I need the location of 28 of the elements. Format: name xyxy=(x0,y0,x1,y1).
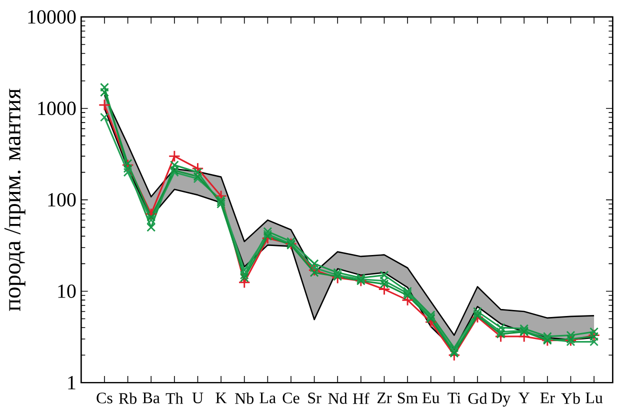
x-tick-label: Yb xyxy=(561,392,580,404)
y-tick-label: 1 xyxy=(68,376,76,390)
x-tick-label: Ce xyxy=(282,392,300,404)
x-tick-label: Eu xyxy=(422,392,440,404)
x-tick-label: Ba xyxy=(142,392,160,404)
x-tick-label: Cs xyxy=(96,392,112,404)
x-tick-label: Zr xyxy=(377,392,392,404)
x-tick-label: Nb xyxy=(235,392,254,404)
x-tick-label: Gd xyxy=(468,392,488,404)
y-tick-label: 10000 xyxy=(28,10,76,24)
y-axis-title: порода /прим. мантия xyxy=(4,88,26,312)
y-tick-label: 10 xyxy=(58,284,76,298)
x-tick-label: Sm xyxy=(398,392,418,404)
x-tick-label: Y xyxy=(518,392,530,404)
x-tick-label: U xyxy=(192,392,204,404)
x-tick-label: Nd xyxy=(328,392,348,404)
x-tick-label: La xyxy=(260,392,276,404)
y-tick-label: 1000 xyxy=(38,102,76,116)
x-tick-label: Rb xyxy=(118,392,137,404)
x-tick-label: Ti xyxy=(448,392,461,404)
x-tick-label: Th xyxy=(166,392,184,404)
x-tick-label: Lu xyxy=(586,392,603,404)
x-tick-label: Er xyxy=(540,392,555,404)
x-tick-label: Dy xyxy=(491,392,511,407)
x-tick-label: Sr xyxy=(308,392,322,404)
y-tick-label: 100 xyxy=(48,193,76,207)
x-tick-label: Hf xyxy=(352,392,370,404)
x-tick-label: K xyxy=(216,392,227,404)
